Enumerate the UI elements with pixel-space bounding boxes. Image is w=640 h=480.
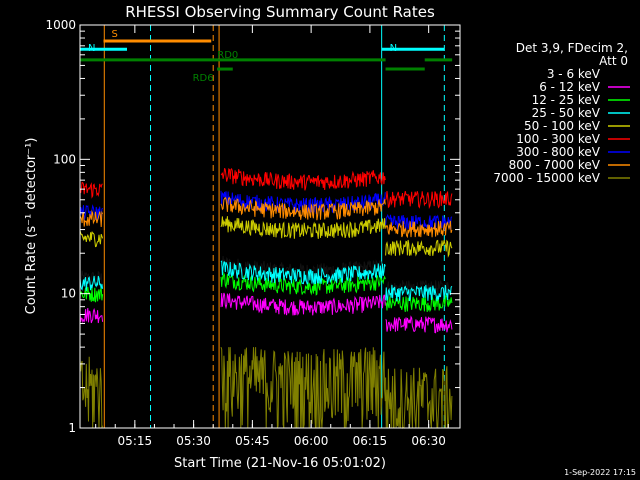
series-line-7 [79, 196, 453, 239]
x-tick-label-0: 05:15 [118, 434, 153, 448]
interval-label-0: S [112, 29, 118, 40]
legend-label-3: 25 - 50 keV [532, 106, 601, 120]
interval-label-1: N [88, 43, 95, 54]
y-axis-label: Count Rate (s⁻¹ detector⁻¹) [24, 138, 39, 315]
x-axis-label: Start Time (21-Nov-16 05:01:02) [174, 456, 386, 471]
interval-label-4: RD6 [193, 73, 214, 84]
axes: 05:15 05:30 05:45 06:00 06:15 06:30 1 10 100 1000 [45, 18, 461, 448]
legend-label-0: 3 - 6 keV [547, 67, 601, 81]
legend-label-6: 300 - 800 keV [516, 145, 600, 159]
legend-label-1: 6 - 12 keV [539, 80, 601, 94]
series-line-3 [79, 260, 453, 302]
y-tick-label-1: 10 [61, 287, 76, 301]
x-tick-label-2: 05:45 [235, 434, 270, 448]
legend-label-2: 12 - 25 keV [532, 93, 601, 107]
legend-header-line-1: Det 3,9, FDecim 2, [516, 41, 628, 55]
y-tick-label-3: 1000 [45, 18, 76, 32]
interval-label-3: RD0 [217, 50, 238, 61]
plot-frame [79, 24, 461, 429]
legend-label-8: 7000 - 15000 keV [493, 171, 600, 185]
x-tick-label-1: 05:30 [176, 434, 211, 448]
series-line-1 [79, 292, 453, 334]
x-tick-label-3: 06:00 [294, 434, 329, 448]
legend-label-4: 50 - 100 keV [524, 119, 601, 133]
footer-date: 1-Sep-2022 17:15 [564, 468, 636, 477]
y-tick-label-0: 1 [68, 421, 76, 435]
interval-label-2: N [390, 43, 397, 54]
plot-area: S N N RD0 RD6 [79, 25, 453, 429]
y-tick-label-2: 100 [53, 152, 76, 166]
chart-title: RHESSI Observing Summary Count Rates [125, 3, 435, 21]
legend-header-line-2: Att 0 [599, 54, 628, 68]
x-tick-label-4: 06:15 [353, 434, 388, 448]
series-line-4 [79, 216, 453, 258]
legend-label-5: 100 - 300 keV [516, 132, 600, 146]
x-tick-label-5: 06:30 [411, 434, 446, 448]
series-line-5 [79, 167, 453, 210]
legend-label-7: 800 - 7000 keV [509, 158, 601, 172]
